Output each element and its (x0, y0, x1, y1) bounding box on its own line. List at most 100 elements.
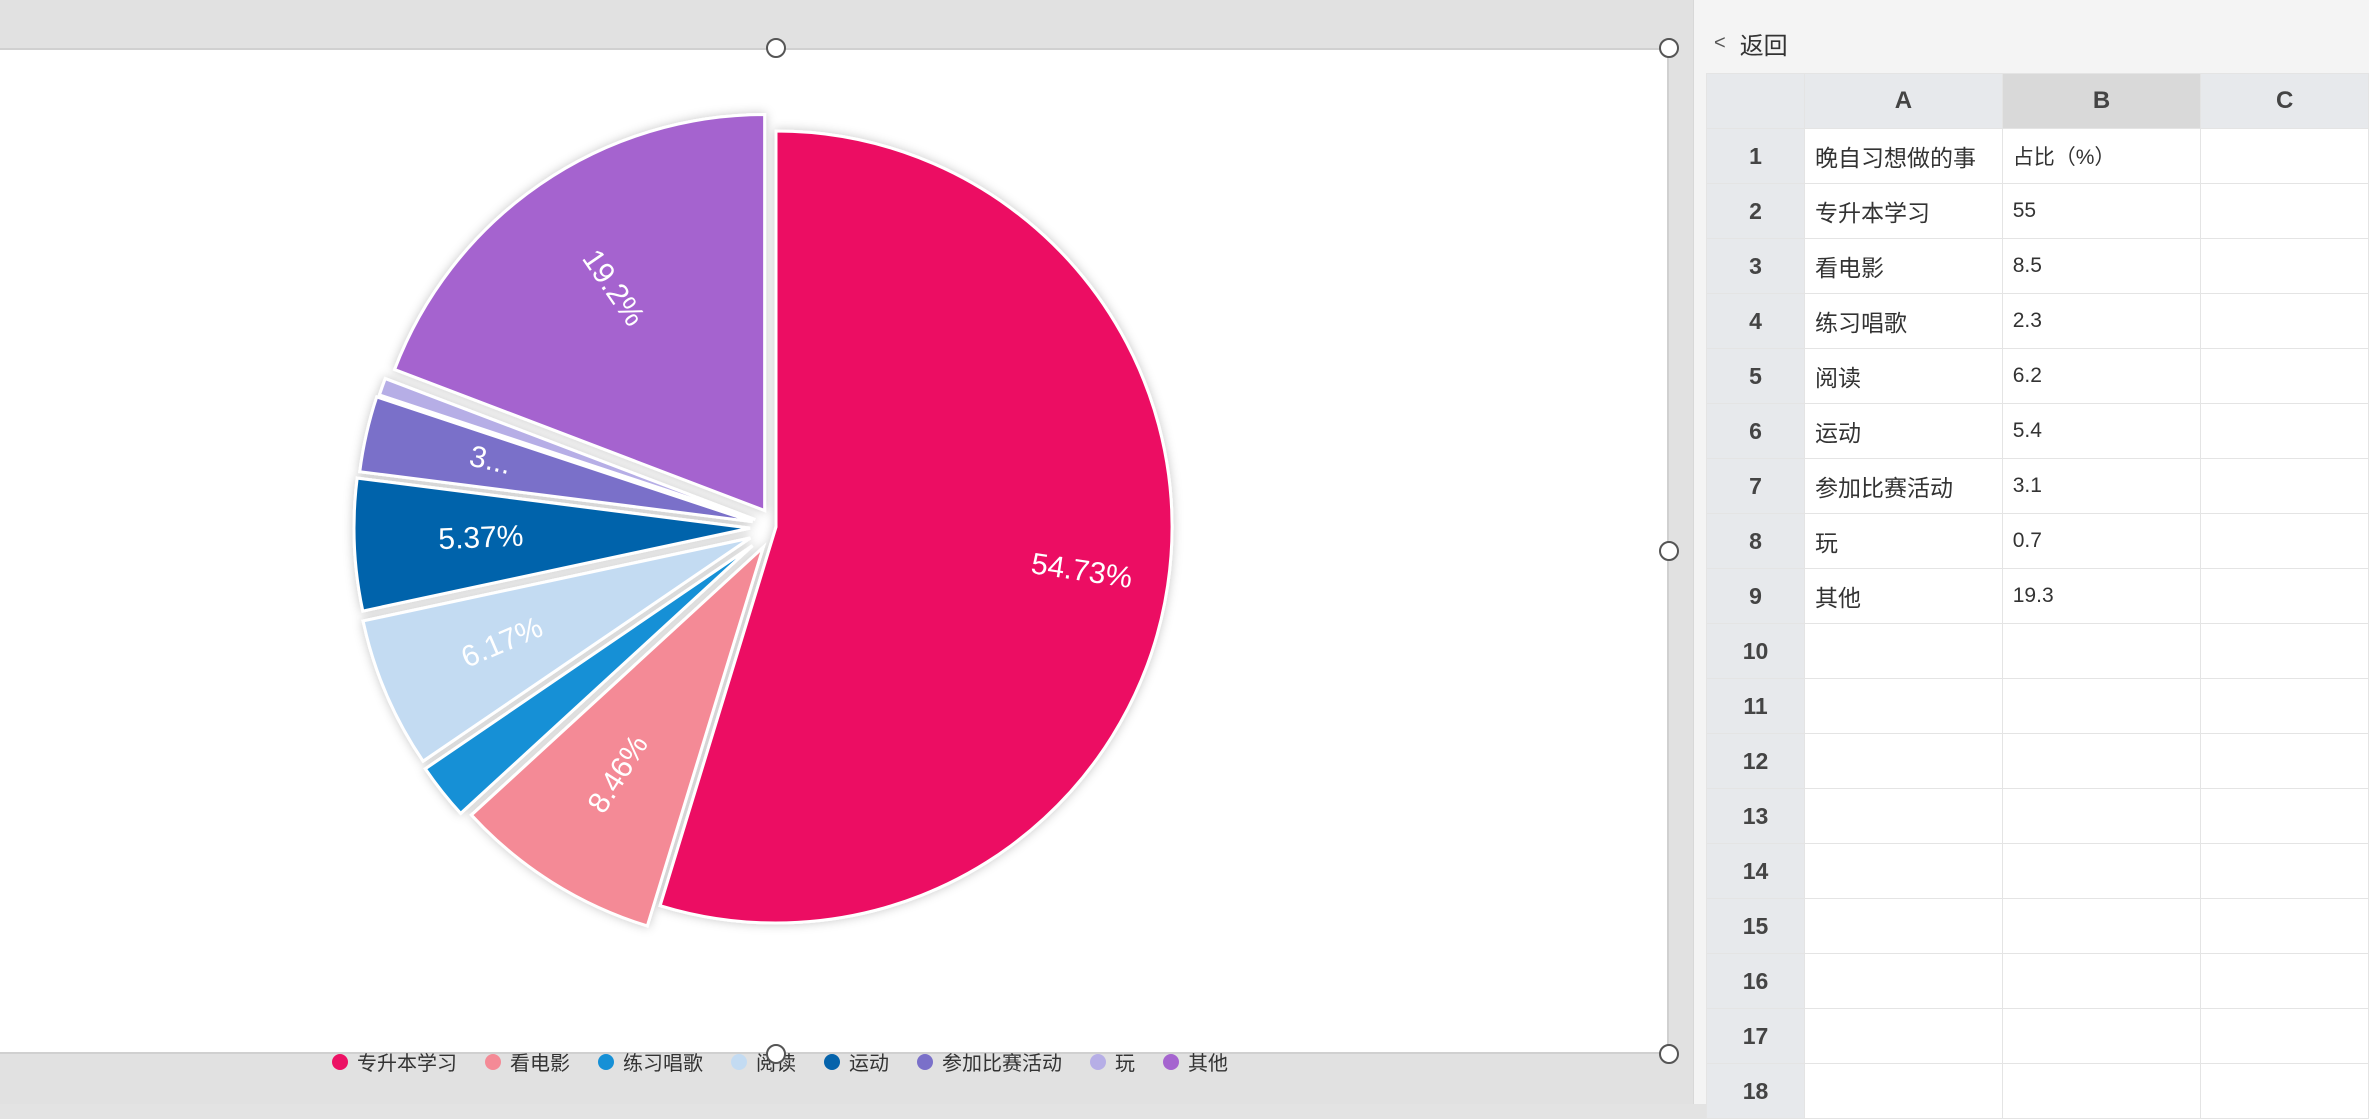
row-number[interactable]: 4 (1705, 293, 1806, 349)
cell-a[interactable] (1804, 843, 2003, 899)
row-number[interactable]: 13 (1705, 788, 1806, 844)
cell-a[interactable] (1804, 953, 2003, 1009)
cell-c[interactable] (2200, 293, 2369, 349)
cell-a[interactable] (1804, 898, 2003, 954)
legend-item[interactable]: 玩 (1090, 1047, 1135, 1076)
cell-a[interactable]: 运动 (1804, 403, 2003, 459)
resize-handle-bottom-right[interactable] (1659, 1044, 1679, 1064)
row-number[interactable]: 15 (1705, 898, 1806, 954)
resize-handle-top-right[interactable] (1659, 38, 1679, 58)
legend-item[interactable]: 运动 (824, 1047, 889, 1076)
cell-a[interactable] (1804, 1008, 2003, 1064)
cell-c[interactable] (2200, 513, 2369, 569)
cell-b[interactable] (2001, 843, 2202, 899)
pie-slice[interactable] (358, 395, 754, 524)
cell-a[interactable]: 玩 (1804, 513, 2003, 569)
cell-c[interactable] (2200, 458, 2369, 514)
legend-item[interactable]: 看电影 (485, 1047, 570, 1076)
cell-b[interactable] (2001, 788, 2202, 844)
cell-a[interactable] (1804, 623, 2003, 679)
row-number[interactable]: 8 (1705, 513, 1806, 569)
pie-slice[interactable] (469, 542, 767, 928)
cell-a[interactable]: 专升本学习 (1804, 183, 2003, 239)
cell-c[interactable] (2200, 623, 2369, 679)
corner-cell[interactable] (1705, 73, 1806, 129)
cell-b[interactable]: 5.4 (2001, 403, 2202, 459)
pie-slice[interactable] (658, 129, 1174, 925)
cell-b[interactable] (2001, 898, 2202, 954)
chart-frame[interactable]: 54.73% 8.46% 6.17% 5.37% 3... 19.2% 专升本学习 看电影 练… (0, 48, 1669, 1075)
row-number[interactable]: 7 (1705, 458, 1806, 514)
cell-b[interactable] (2001, 1008, 2202, 1064)
pie-slice[interactable] (392, 113, 767, 513)
legend-item[interactable]: 阅读 (731, 1047, 796, 1076)
legend-item[interactable]: 练习唱歌 (598, 1047, 703, 1076)
cell-c[interactable] (2200, 788, 2369, 844)
column-header-a[interactable]: A (1804, 73, 2003, 129)
cell-b[interactable]: 6.2 (2001, 348, 2202, 404)
cell-b[interactable] (2001, 623, 2202, 679)
legend-item[interactable]: 其他 (1163, 1047, 1228, 1076)
cell-b[interactable] (2001, 1063, 2202, 1119)
cell-b[interactable]: 2.3 (2001, 293, 2202, 349)
cell-c[interactable] (2200, 348, 2369, 404)
cell-b[interactable]: 8.5 (2001, 238, 2202, 294)
row-number[interactable]: 14 (1705, 843, 1806, 899)
legend-item[interactable]: 参加比赛活动 (917, 1047, 1062, 1076)
row-number[interactable]: 1 (1705, 128, 1806, 184)
row-number[interactable]: 11 (1705, 678, 1806, 734)
cell-a[interactable]: 其他 (1804, 568, 2003, 624)
cell-b[interactable]: 19.3 (2001, 568, 2202, 624)
cell-c[interactable] (2200, 568, 2369, 624)
cell-c[interactable] (2200, 1063, 2369, 1119)
pie-slice[interactable] (352, 476, 751, 613)
cell-a[interactable]: 晚自习想做的事 (1804, 128, 2003, 184)
pie-slice[interactable] (361, 536, 752, 764)
pie-slice[interactable] (423, 544, 754, 816)
cell-b[interactable] (2001, 678, 2202, 734)
cell-c[interactable] (2200, 898, 2369, 954)
resize-handle-top[interactable] (766, 38, 786, 58)
legend-item[interactable]: 专升本学习 (332, 1047, 457, 1076)
cell-c[interactable] (2200, 1008, 2369, 1064)
cell-c[interactable] (2200, 403, 2369, 459)
cell-b[interactable] (2001, 953, 2202, 1009)
cell-c[interactable] (2200, 843, 2369, 899)
row-number[interactable]: 5 (1705, 348, 1806, 404)
cell-c[interactable] (2200, 953, 2369, 1009)
cell-a[interactable]: 阅读 (1804, 348, 2003, 404)
resize-handle-bottom[interactable] (766, 1044, 786, 1064)
cell-a[interactable] (1804, 733, 2003, 789)
cell-c[interactable] (2200, 678, 2369, 734)
row-number[interactable]: 16 (1705, 953, 1806, 1009)
cell-a[interactable]: 练习唱歌 (1804, 293, 2003, 349)
row-number[interactable]: 12 (1705, 733, 1806, 789)
cell-b[interactable]: 3.1 (2001, 458, 2202, 514)
column-header-b[interactable]: B (2001, 73, 2202, 129)
cell-b[interactable]: 55 (2001, 183, 2202, 239)
cell-c[interactable] (2200, 183, 2369, 239)
cell-c[interactable] (2200, 733, 2369, 789)
column-header-c[interactable]: C (2200, 73, 2369, 129)
row-number[interactable]: 2 (1705, 183, 1806, 239)
row-number[interactable]: 3 (1705, 238, 1806, 294)
back-button[interactable]: < 返回 (1714, 26, 1788, 61)
row-number[interactable]: 17 (1705, 1008, 1806, 1064)
table-row: 7 参加比赛活动 3.1 (1705, 458, 2369, 514)
resize-handle-right[interactable] (1659, 541, 1679, 561)
cell-c[interactable] (2200, 128, 2369, 184)
cell-a[interactable] (1804, 678, 2003, 734)
row-number[interactable]: 18 (1705, 1063, 1806, 1119)
row-number[interactable]: 10 (1705, 623, 1806, 679)
cell-c[interactable] (2200, 238, 2369, 294)
row-number[interactable]: 6 (1705, 403, 1806, 459)
cell-a[interactable]: 看电影 (1804, 238, 2003, 294)
cell-a[interactable]: 参加比赛活动 (1804, 458, 2003, 514)
cell-a[interactable] (1804, 788, 2003, 844)
cell-a[interactable] (1804, 1063, 2003, 1119)
pie-slice[interactable] (377, 376, 756, 522)
cell-b[interactable] (2001, 733, 2202, 789)
row-number[interactable]: 9 (1705, 568, 1806, 624)
cell-b[interactable]: 占比（%） (2001, 128, 2202, 184)
cell-b[interactable]: 0.7 (2001, 513, 2202, 569)
